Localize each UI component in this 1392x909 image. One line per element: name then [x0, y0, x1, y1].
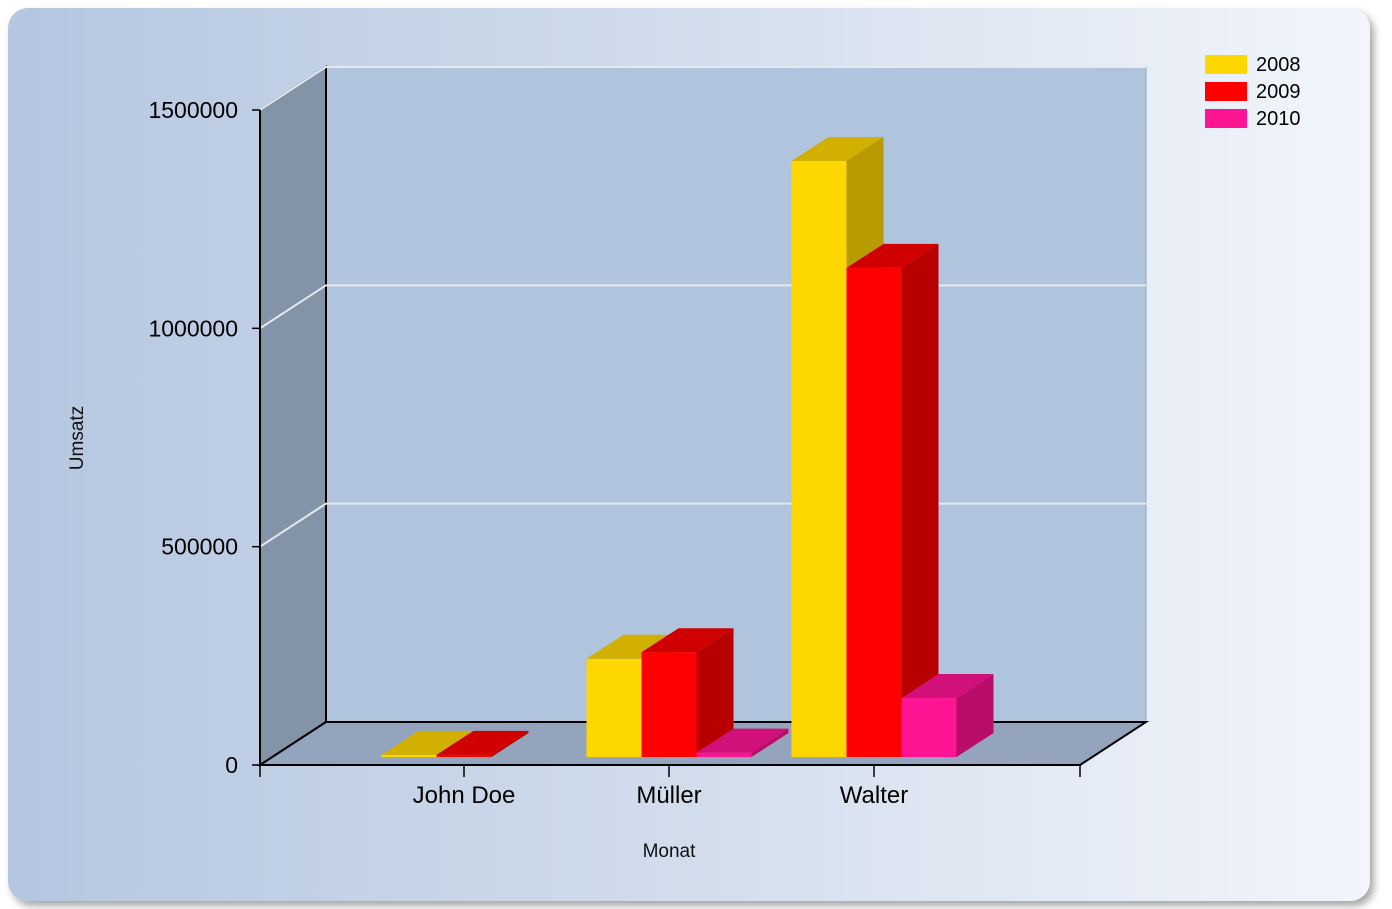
back-wall — [325, 66, 1147, 723]
bar-top — [381, 730, 474, 755]
y-tick-label: 500000 — [161, 534, 238, 560]
bar-2009-walter — [846, 243, 939, 757]
bar-side — [696, 628, 734, 757]
bar-front — [381, 754, 437, 757]
bar-side — [491, 730, 529, 757]
bar-2009-john-doe — [436, 730, 529, 757]
left-wall — [259, 65, 327, 767]
bar-top — [586, 634, 679, 659]
x-axis-label: Monat — [643, 841, 697, 862]
y-tick-label: 0 — [225, 752, 238, 778]
x-tick-label: Walter — [840, 782, 908, 809]
legend-swatch-2008 — [1205, 55, 1247, 74]
bar-2010-müller — [696, 728, 789, 757]
bars — [381, 136, 994, 757]
bar-side — [751, 728, 789, 757]
x-tick-label: John Doe — [413, 782, 516, 809]
legend-label-2009: 2009 — [1256, 81, 1301, 103]
axes: 0 500000 1000000 1500000 John Doe Müller Walte… — [148, 97, 1081, 809]
legend-label-2010: 2010 — [1256, 108, 1301, 130]
y-tick-label: 1500000 — [148, 97, 238, 123]
bar-front — [436, 754, 492, 757]
bar-front — [641, 652, 697, 757]
x-tick-label: Müller — [636, 782, 701, 809]
bar-top — [436, 730, 529, 755]
legend-label-2008: 2008 — [1256, 54, 1301, 76]
bar-2009-müller — [641, 628, 734, 757]
bar-top — [696, 728, 789, 753]
legend-swatch-2010 — [1205, 109, 1247, 128]
y-tick-label: 1000000 — [148, 315, 238, 341]
bar-side — [956, 674, 994, 757]
bar-top — [846, 243, 939, 268]
bar-side — [901, 243, 939, 757]
legend-swatch-2009 — [1205, 82, 1247, 101]
bar-front — [586, 658, 642, 757]
bar-front — [696, 752, 752, 757]
legend: 2008 2009 2010 — [1205, 54, 1301, 130]
bar-front — [901, 698, 957, 757]
bar-front — [791, 160, 847, 757]
bar-front — [846, 267, 902, 757]
y-axis-label: Umsatz — [67, 406, 88, 470]
bar-top — [901, 674, 994, 699]
bar-2010-walter — [901, 674, 994, 757]
gridline — [259, 66, 1146, 111]
bar-top — [791, 136, 884, 161]
bar-top — [641, 628, 734, 653]
